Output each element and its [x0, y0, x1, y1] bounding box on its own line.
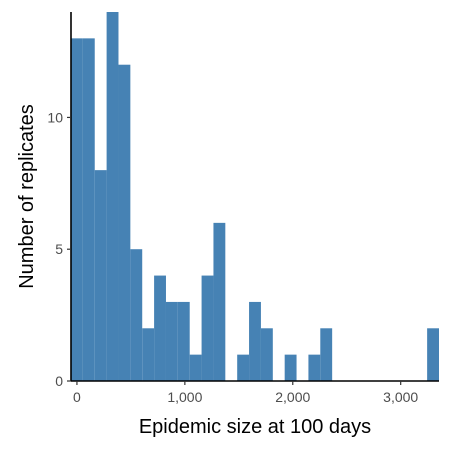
histogram-bar	[154, 275, 166, 381]
y-axis-ticks: 0 5 10	[47, 109, 71, 389]
histogram-bar	[165, 301, 178, 381]
histogram-bar	[260, 328, 273, 381]
histogram-bar	[130, 249, 143, 381]
histogram-bar	[249, 301, 261, 381]
y-tick-label: 5	[55, 241, 63, 257]
x-tick-label: 3,000	[383, 389, 418, 405]
histogram-bar	[427, 328, 439, 381]
histogram-bar	[284, 354, 297, 381]
histogram-bar	[320, 328, 333, 381]
histogram-bar	[94, 170, 107, 381]
histogram-bar	[82, 38, 95, 382]
x-tick-label: 2,000	[275, 389, 310, 405]
x-tick-label: 0	[73, 389, 81, 405]
histogram-bar	[189, 354, 202, 381]
histogram-bar	[177, 301, 190, 381]
x-tick-label: 1,000	[167, 389, 202, 405]
histogram-bar	[308, 354, 321, 381]
histogram-bar	[106, 12, 119, 381]
histogram-bar	[118, 64, 131, 382]
histogram-bar	[213, 222, 226, 381]
histogram-bar	[142, 328, 155, 381]
histogram-bar	[237, 354, 250, 381]
histogram-bars	[71, 12, 439, 382]
y-tick-label: 10	[47, 109, 63, 125]
histogram-bar	[201, 275, 214, 381]
histogram-bar	[71, 38, 83, 382]
x-axis-ticks: 0 1,000 2,000 3,000	[73, 381, 418, 405]
y-axis-title: Number of replicates	[16, 104, 38, 289]
y-tick-label: 0	[55, 373, 63, 389]
x-axis-title: Epidemic size at 100 days	[139, 416, 371, 438]
